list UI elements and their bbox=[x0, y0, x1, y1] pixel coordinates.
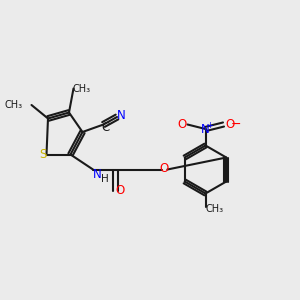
Text: N: N bbox=[93, 167, 102, 181]
Text: −: − bbox=[231, 118, 241, 131]
Text: N: N bbox=[116, 109, 125, 122]
Text: O: O bbox=[160, 162, 169, 176]
Text: CH₃: CH₃ bbox=[5, 100, 23, 110]
Text: C: C bbox=[102, 121, 110, 134]
Text: S: S bbox=[39, 148, 46, 161]
Text: CH₃: CH₃ bbox=[206, 204, 224, 214]
Text: O: O bbox=[226, 118, 235, 131]
Text: N: N bbox=[201, 122, 210, 136]
Text: O: O bbox=[116, 184, 124, 197]
Text: +: + bbox=[206, 121, 213, 130]
Text: O: O bbox=[178, 118, 187, 131]
Text: H: H bbox=[100, 174, 108, 184]
Text: CH₃: CH₃ bbox=[73, 83, 91, 94]
